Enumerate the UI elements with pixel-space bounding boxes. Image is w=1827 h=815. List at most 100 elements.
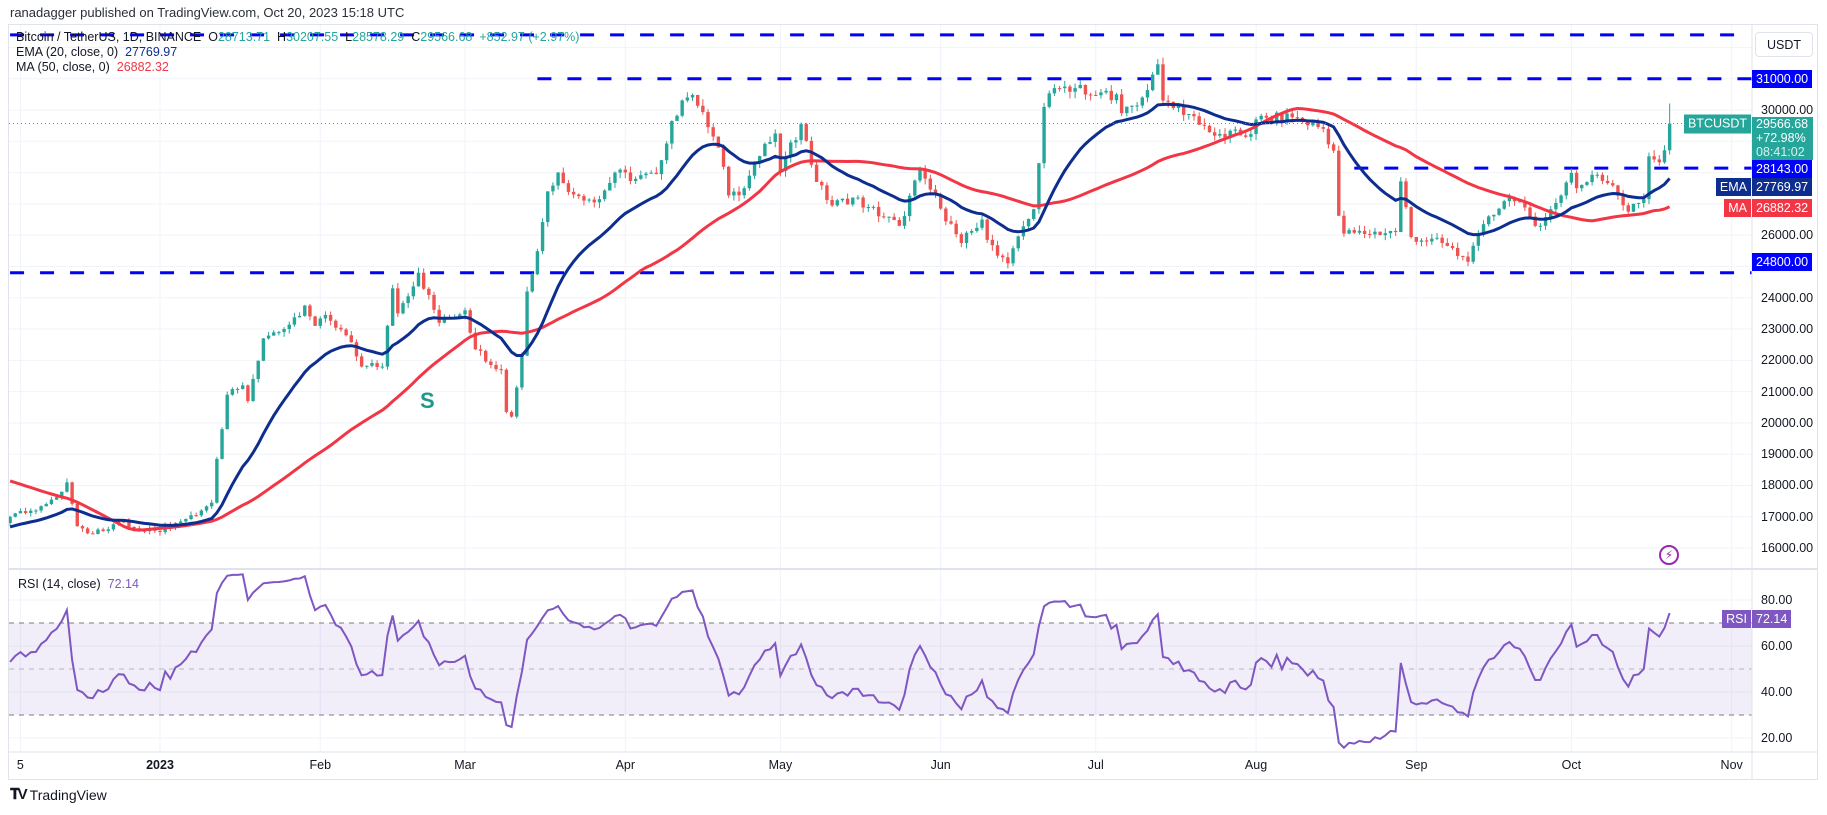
candle bbox=[39, 505, 43, 513]
candle bbox=[256, 360, 260, 383]
candle bbox=[623, 165, 627, 179]
ma-legend[interactable]: MA (50, close, 0) 26882.32 bbox=[16, 60, 169, 74]
candle bbox=[1130, 105, 1134, 114]
candle bbox=[540, 218, 545, 255]
candle bbox=[1342, 210, 1346, 237]
candle-body bbox=[106, 529, 110, 531]
candle-body bbox=[1306, 121, 1310, 126]
candle-body bbox=[1455, 247, 1460, 256]
candle-body bbox=[623, 169, 627, 173]
candle-body bbox=[70, 482, 74, 504]
candle-body bbox=[1580, 184, 1584, 189]
price-tick: 21000.00 bbox=[1761, 384, 1814, 399]
candle bbox=[1331, 142, 1336, 153]
candle-body bbox=[1326, 128, 1331, 145]
candle-body bbox=[628, 172, 633, 182]
candle bbox=[597, 195, 602, 209]
candle bbox=[261, 338, 266, 362]
candle bbox=[1357, 225, 1362, 235]
candle bbox=[385, 324, 390, 370]
candle bbox=[587, 198, 591, 203]
candle-body bbox=[1543, 216, 1548, 226]
candle-body bbox=[592, 199, 596, 203]
candle-body bbox=[246, 385, 250, 401]
candle bbox=[659, 159, 664, 180]
chart-frame bbox=[8, 24, 1818, 780]
rsi-legend[interactable]: RSI (14, close) 72.14 bbox=[18, 577, 139, 591]
candle-body bbox=[1574, 172, 1579, 189]
candle-body bbox=[804, 124, 808, 141]
candle-body bbox=[835, 200, 839, 206]
price-tick: 24000.00 bbox=[1761, 290, 1814, 305]
candle-body bbox=[396, 288, 400, 314]
candle-body bbox=[571, 191, 576, 195]
candle bbox=[628, 166, 633, 185]
candle bbox=[1662, 145, 1667, 164]
candle bbox=[887, 216, 891, 223]
candle-body bbox=[845, 198, 850, 205]
candle-body bbox=[1290, 113, 1294, 118]
lightning-icon[interactable]: ⚡︎ bbox=[1659, 545, 1679, 565]
candle-body bbox=[437, 309, 441, 323]
candle-body bbox=[1156, 64, 1160, 75]
candle bbox=[432, 291, 436, 314]
candle bbox=[1383, 228, 1387, 241]
candle bbox=[794, 137, 798, 149]
candle-body bbox=[773, 133, 777, 142]
candle-body bbox=[1037, 163, 1041, 210]
candle bbox=[633, 176, 638, 185]
candle-body bbox=[323, 314, 328, 319]
candle-body bbox=[933, 189, 938, 195]
candle bbox=[1181, 99, 1186, 121]
candle bbox=[1212, 127, 1217, 141]
candle bbox=[1595, 172, 1599, 179]
candle-body bbox=[365, 365, 369, 367]
currency-button[interactable]: USDT bbox=[1755, 32, 1813, 57]
candle-body bbox=[272, 332, 276, 336]
candle bbox=[370, 359, 374, 368]
candle-body bbox=[1223, 133, 1227, 138]
symbol-name[interactable]: Bitcoin / TetherUS, 1D, BINANCE bbox=[16, 30, 202, 44]
candle-body bbox=[618, 169, 622, 173]
candle-body bbox=[220, 429, 224, 459]
ema-legend[interactable]: EMA (20, close, 0) 27769.97 bbox=[16, 45, 177, 59]
candle-body bbox=[204, 506, 209, 511]
candle bbox=[685, 92, 690, 103]
candle bbox=[1574, 170, 1579, 194]
candle bbox=[334, 319, 338, 331]
candle bbox=[1362, 225, 1367, 239]
candle-body bbox=[1032, 209, 1036, 219]
candle bbox=[882, 212, 886, 219]
candle-body bbox=[990, 239, 995, 246]
time-tick: Oct bbox=[1561, 758, 1582, 772]
candle-body bbox=[649, 172, 653, 174]
candle-body bbox=[282, 329, 286, 333]
candle-body bbox=[1362, 230, 1367, 234]
candle-body bbox=[747, 175, 752, 189]
time-tick: Nov bbox=[1720, 758, 1743, 772]
candle bbox=[871, 205, 876, 210]
candle bbox=[1259, 113, 1263, 123]
candle bbox=[649, 170, 653, 174]
candle bbox=[1104, 88, 1108, 95]
candle bbox=[980, 215, 984, 231]
candle-body bbox=[1662, 150, 1667, 163]
candle-body bbox=[1192, 114, 1196, 117]
candle-body bbox=[1409, 207, 1413, 238]
candle bbox=[845, 193, 850, 205]
candle-body bbox=[938, 194, 943, 209]
rsi-tick: 20.00 bbox=[1761, 731, 1793, 745]
candle bbox=[690, 93, 695, 101]
candle-body bbox=[882, 216, 886, 218]
level-28143-label: 28143.00 bbox=[1752, 160, 1813, 178]
candle-body bbox=[752, 163, 757, 176]
candle-body bbox=[1393, 230, 1398, 233]
price-tick: 17000.00 bbox=[1761, 509, 1814, 524]
time-tick: Jul bbox=[1087, 758, 1104, 772]
candle bbox=[856, 195, 860, 200]
candle-body bbox=[1264, 115, 1269, 118]
rsi-plot bbox=[9, 573, 1671, 750]
candle-body bbox=[473, 332, 478, 350]
candle-body bbox=[1187, 114, 1191, 116]
